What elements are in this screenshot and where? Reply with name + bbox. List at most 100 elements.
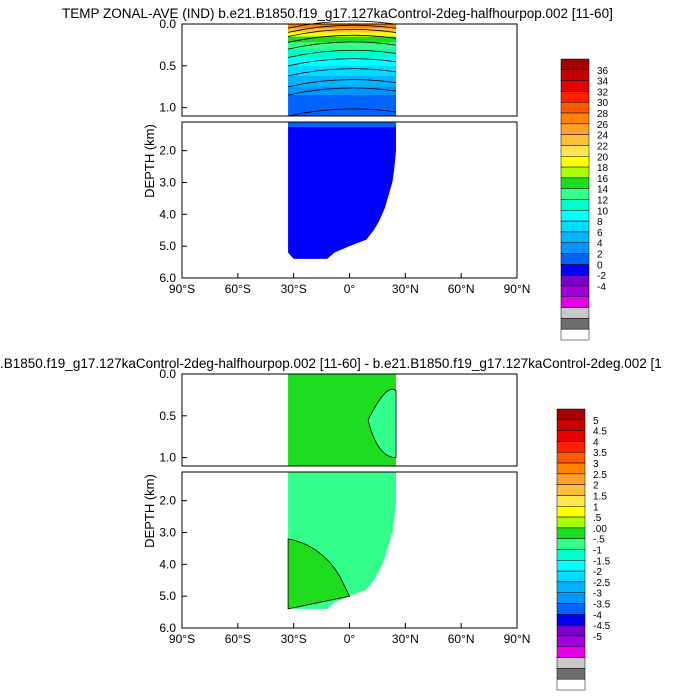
colorbar-swatch	[556, 560, 586, 572]
colorbar-label: 5	[593, 416, 599, 427]
colorbar-label: 28	[597, 109, 609, 120]
colorbar-swatch	[556, 451, 586, 464]
colorbar-swatch	[560, 80, 590, 92]
colorbar-swatch	[556, 441, 586, 453]
colorbar-swatch	[556, 603, 586, 615]
upper-panel-frame	[181, 373, 518, 467]
colorbar-swatch	[556, 462, 586, 475]
temp-contour	[287, 58, 397, 67]
upper-panel-frame	[181, 23, 518, 117]
deep-positive-region	[287, 538, 351, 610]
y-tick-label: 0.5	[159, 59, 176, 73]
colorbar-label: 0	[597, 260, 603, 271]
colorbar-swatch	[560, 166, 590, 179]
colorbar-label: 4	[593, 437, 599, 448]
y-axis-label: DEPTH (km)	[142, 124, 157, 198]
temp-contour	[287, 108, 397, 117]
colorbar-swatch	[556, 527, 586, 539]
temp-contour	[287, 79, 397, 88]
y-tick-label: 2.0	[159, 144, 176, 158]
colorbar-label: 1.5	[593, 491, 607, 502]
y-tick-label: 6.0	[159, 271, 176, 285]
chart-title-top: TEMP ZONAL-AVE (IND) b.e21.B1850.f19_g17…	[62, 6, 613, 21]
temp-contour	[287, 49, 397, 58]
colorbar-swatch	[560, 177, 590, 189]
x-tick-label: 90°N	[504, 632, 531, 646]
colorbar-swatch	[556, 473, 586, 485]
x-tick-label: 60°S	[225, 282, 251, 296]
colorbar-label: -4	[593, 610, 602, 621]
temp-contour	[287, 87, 397, 96]
y-tick-label: 5.0	[159, 589, 176, 603]
x-tick-label: 60°S	[225, 632, 251, 646]
y-tick-label: 1.0	[159, 451, 176, 465]
colorbar-swatch	[556, 495, 586, 507]
colorbar-swatch	[560, 242, 590, 254]
colorbar-swatch	[556, 614, 586, 626]
colorbar-label: -3.5	[593, 600, 611, 611]
colorbar-swatch	[560, 123, 590, 135]
colorbar-swatch	[556, 581, 586, 593]
y-tick-label: 6.0	[159, 621, 176, 635]
colorbar-label: -2	[593, 567, 602, 578]
x-tick-label: 0°	[344, 282, 356, 296]
colorbar-swatch	[560, 328, 590, 341]
x-tick-label: 30°N	[392, 632, 419, 646]
colorbar-label: 10	[597, 206, 609, 217]
colorbar-label: -2.5	[593, 578, 611, 589]
x-tick-label: 90°S	[169, 282, 195, 296]
colorbar-label: 4.5	[593, 427, 607, 438]
temp-contour	[287, 20, 397, 29]
colorbar-swatch	[560, 307, 590, 319]
y-tick-label: 2.0	[159, 494, 176, 508]
chart-title-bottom: .B1850.f19_g17.127kaControl-2deg-halfhou…	[0, 356, 662, 371]
x-tick-label: 0°	[344, 632, 356, 646]
colorbar-label: 30	[597, 98, 609, 109]
colorbar-swatch	[560, 231, 590, 243]
colorbar-label: 26	[597, 120, 609, 131]
colorbar-swatch	[556, 484, 586, 496]
colorbar-swatch	[556, 549, 586, 561]
colorbar-swatch	[560, 156, 590, 168]
colorbar-swatch	[556, 646, 586, 658]
colorbar-label: 2	[597, 250, 603, 261]
colorbar-label: 3	[593, 459, 599, 470]
temp-contour	[287, 68, 397, 77]
y-tick-label: 4.0	[159, 207, 176, 221]
y-tick-label: 3.0	[159, 525, 176, 539]
colorbar-swatch	[560, 145, 590, 157]
colorbar-swatch	[560, 318, 590, 330]
colorbar-label: -.5	[593, 535, 605, 546]
anomaly-region	[367, 388, 397, 459]
colorbar-swatch	[556, 657, 586, 669]
colorbar-swatch	[556, 635, 586, 648]
colorbar-swatch	[556, 592, 586, 604]
y-axis-label: DEPTH (km)	[142, 474, 157, 548]
temp-contour	[287, 24, 397, 33]
colorbar-swatch	[560, 101, 590, 114]
colorbar-swatch	[556, 668, 586, 680]
colorbar-swatch	[560, 112, 590, 125]
temp-contour	[287, 28, 397, 37]
colorbar-label: -4.5	[593, 621, 611, 632]
y-tick-label: 4.0	[159, 557, 176, 571]
colorbar-label: -3	[593, 589, 602, 600]
colorbar-swatch	[556, 538, 586, 550]
x-tick-label: 60°N	[448, 632, 475, 646]
colorbar-swatch	[556, 678, 586, 691]
x-tick-label: 90°N	[504, 282, 531, 296]
y-tick-label: 3.0	[159, 175, 176, 189]
x-tick-label: 30°S	[281, 632, 307, 646]
colorbar-label: -1.5	[593, 556, 611, 567]
y-tick-label: 1.0	[159, 101, 176, 115]
colorbar-label: 32	[597, 87, 609, 98]
colorbar-label: 12	[597, 196, 609, 207]
temp-band	[288, 24, 397, 29]
colorbar-label: 4	[597, 239, 603, 250]
colorbar-label: -5	[593, 632, 602, 643]
colorbar-label: 18	[597, 163, 609, 174]
colorbar-label: 34	[597, 77, 609, 88]
x-tick-label: 60°N	[448, 282, 475, 296]
colorbar-swatch	[556, 624, 586, 637]
